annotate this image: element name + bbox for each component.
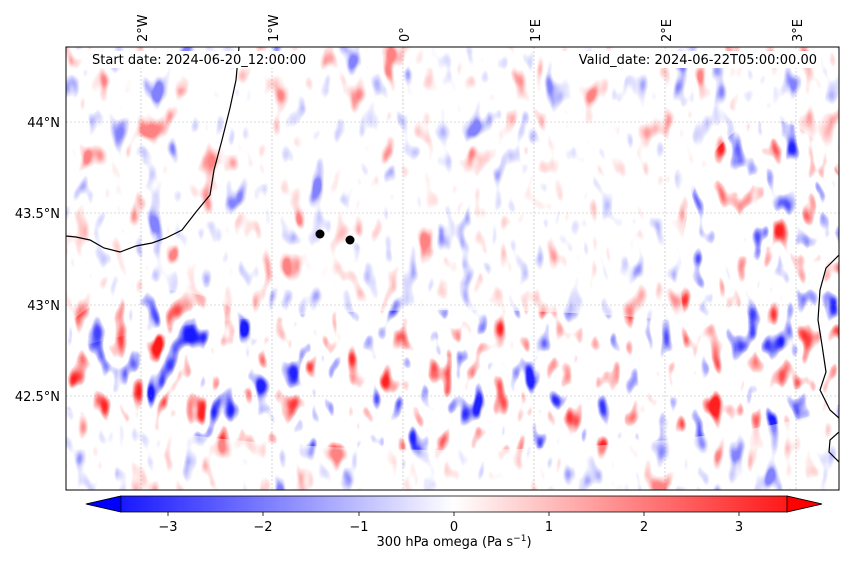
colorbar-tick-label: −3 <box>158 520 177 535</box>
valid-date-label: Valid_date: 2024-06-22T05:00:00.00 <box>579 53 817 68</box>
lat-label-43n: 43°N <box>27 299 60 314</box>
point-marker-west <box>315 229 325 239</box>
lon-label-1e: 1°E <box>529 19 544 42</box>
colorbar: −3 −2 −1 0 1 2 3 300 hPa omega (Pa s−1) <box>85 495 823 550</box>
lon-label-2e: 2°E <box>660 19 675 42</box>
colorbar-tick-label: 3 <box>735 520 743 535</box>
colorbar-tick-label: 1 <box>545 520 553 535</box>
valid-date-box <box>556 51 821 68</box>
lat-label-43-5n: 43.5°N <box>15 207 60 222</box>
colorbar-ticks <box>167 512 740 516</box>
omega-field-strong <box>66 47 839 490</box>
lat-label-42-5n: 42.5°N <box>15 390 60 405</box>
colorbar-tick-label: −1 <box>349 520 368 535</box>
point-marker-east <box>345 235 355 245</box>
colorbar-title: 300 hPa omega (Pa s−1) <box>376 534 531 550</box>
colorbar-min-extend <box>85 495 122 513</box>
colorbar-bar <box>85 495 823 513</box>
latitude-labels: 44°N 43.5°N 43°N 42.5°N <box>15 116 60 405</box>
coastline-mediterranean <box>817 254 839 463</box>
start-date-box <box>88 51 318 68</box>
map-panel: Start date: 2024-06-20_12:00:00 Valid_da… <box>66 47 839 490</box>
map-frame <box>65 46 840 491</box>
start-date-label: Start date: 2024-06-20_12:00:00 <box>92 53 306 68</box>
longitude-labels: 2°W 1°W 0° 1°E 2°E 3°E <box>136 14 806 42</box>
lat-label-44n: 44°N <box>27 116 60 131</box>
colorbar-max-extend <box>786 495 823 513</box>
lon-label-0: 0° <box>398 27 413 42</box>
colorbar-tick-label: 2 <box>640 520 648 535</box>
lon-label-1w: 1°W <box>267 14 282 42</box>
colorbar-tick-label: −2 <box>253 520 272 535</box>
coastline-biscay <box>66 47 240 253</box>
colorbar-tick-label: 0 <box>450 520 458 535</box>
lon-label-3e: 3°E <box>791 19 806 42</box>
lon-label-2w: 2°W <box>136 14 151 42</box>
